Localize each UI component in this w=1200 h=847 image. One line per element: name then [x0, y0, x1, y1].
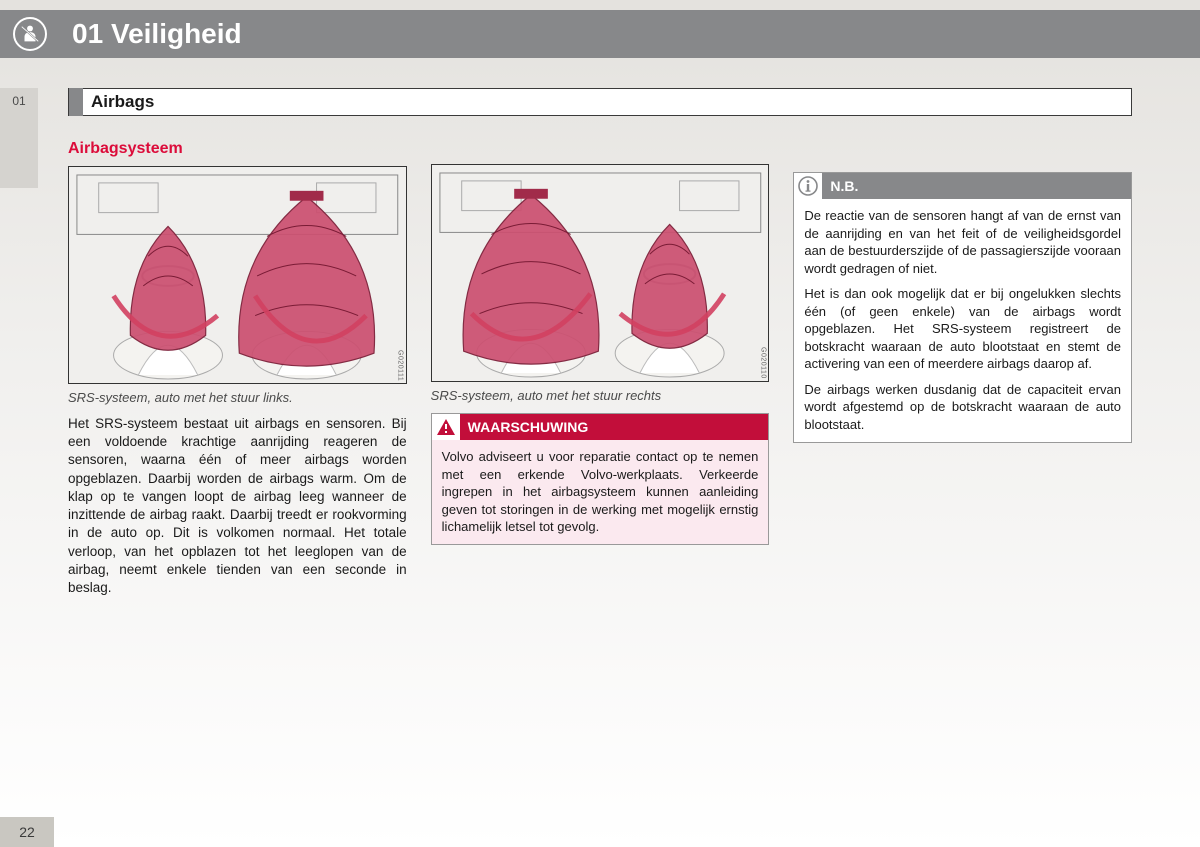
warning-title: WAARSCHUWING [460, 414, 769, 440]
image-code: G020110 [759, 347, 766, 379]
info-icon [794, 173, 822, 199]
warning-icon [432, 414, 460, 440]
note-title: N.B. [822, 173, 1131, 199]
seatbelt-icon [0, 10, 60, 58]
subsection-bar: Airbags [68, 88, 1132, 116]
subsection-title: Airbags [91, 92, 154, 112]
subsection-tab [69, 88, 83, 116]
side-tab: 01 [0, 88, 38, 188]
note-body: De reactie van de sensoren hangt af van … [794, 199, 1131, 442]
warning-body: Volvo adviseert u voor reparatie contact… [432, 440, 769, 544]
caption-right: SRS-systeem, auto met het stuur rechts [431, 388, 770, 403]
chapter-header: 01 Veiligheid [0, 10, 1200, 58]
illustration-right-drive: G020110 [431, 164, 770, 382]
note-box: N.B. De reactie van de sensoren hangt af… [793, 172, 1132, 443]
body-text: Het SRS-systeem bestaat uit airbags en s… [68, 415, 407, 597]
section-heading: Airbagsysteem [68, 140, 407, 158]
content-columns: Airbagsysteem [68, 140, 1132, 597]
page-number: 22 [0, 817, 54, 847]
image-code: G020111 [397, 350, 404, 381]
caption-left: SRS-systeem, auto met het stuur links. [68, 390, 407, 405]
column-1: Airbagsysteem [68, 140, 407, 597]
column-2: G020110 SRS-systeem, auto met het stuur … [431, 140, 770, 597]
illustration-left-drive: G020111 [68, 166, 407, 384]
page: 01 Veiligheid 01 Airbags Airbagsysteem [0, 0, 1200, 847]
chapter-title: 01 Veiligheid [72, 18, 242, 50]
warning-box: WAARSCHUWING Volvo adviseert u voor repa… [431, 413, 770, 545]
column-3: N.B. De reactie van de sensoren hangt af… [793, 140, 1132, 597]
